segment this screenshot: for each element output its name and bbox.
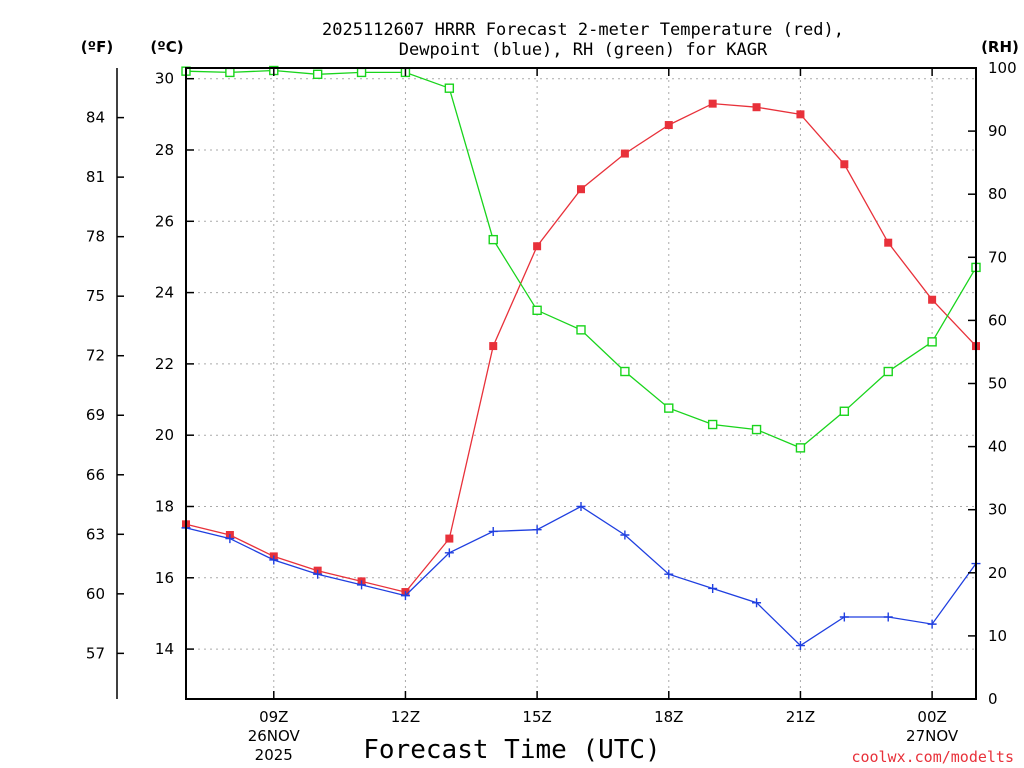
plot-frame xyxy=(185,67,977,700)
rh-tick-label: 80 xyxy=(988,185,1007,203)
celsius-tick-label: 22 xyxy=(155,355,174,373)
celsius-tick-label: 24 xyxy=(155,284,174,302)
celsius-tick-label: 20 xyxy=(155,426,174,444)
x-tick-label: 18Z xyxy=(654,708,683,726)
rh-tick-label: 40 xyxy=(988,438,1007,456)
rh-tick-label: 90 xyxy=(988,122,1007,140)
rh-tick-label: 20 xyxy=(988,564,1007,582)
temperature-point xyxy=(445,534,454,543)
rh-point xyxy=(927,337,937,347)
dewpoint-point xyxy=(620,530,630,540)
temperature-point xyxy=(708,99,717,108)
temperature-point xyxy=(752,103,761,112)
temperature-point xyxy=(620,149,629,158)
rh-point xyxy=(795,443,806,453)
grid-lines xyxy=(186,68,976,699)
x-tick-label: 12Z xyxy=(391,708,420,726)
celsius-tick-label: 18 xyxy=(155,497,174,515)
temperature-point xyxy=(928,295,937,304)
dewpoint-point xyxy=(576,501,586,511)
rh-point xyxy=(620,366,630,377)
rh-point xyxy=(664,403,674,413)
credit-text: coolwx.com/modelts xyxy=(851,748,1014,766)
dewpoint-point xyxy=(664,569,674,579)
chart-title-line1: 2025112607 HRRR Forecast 2-meter Tempera… xyxy=(322,20,844,40)
x-tick-label: 21Z xyxy=(786,708,815,726)
fahrenheit-tick-label: 81 xyxy=(86,168,105,186)
rh-point xyxy=(576,325,586,335)
dewpoint-point xyxy=(532,525,542,535)
temperature-point xyxy=(577,185,585,194)
series-lines xyxy=(181,65,981,651)
rh-tick-label: 60 xyxy=(988,311,1007,329)
rh-line xyxy=(185,69,977,449)
temperature-point xyxy=(840,160,849,169)
dewpoint-point xyxy=(883,612,893,622)
celsius-tick-label: 28 xyxy=(155,141,174,159)
rh-point xyxy=(444,83,455,93)
dewpoint-point xyxy=(927,619,937,629)
dewpoint-point xyxy=(444,548,454,558)
x-tick-label: 15Z xyxy=(522,708,551,726)
celsius-tick-label: 26 xyxy=(155,212,174,230)
fahrenheit-tick-label: 75 xyxy=(86,287,105,305)
fahrenheit-tick-label: 69 xyxy=(86,406,105,424)
fahrenheit-tick-label: 72 xyxy=(86,347,105,365)
rh-point xyxy=(488,234,498,245)
x-tick-label: 00Z xyxy=(917,708,946,726)
rh-tick-label: 0 xyxy=(988,690,998,708)
chart-title-line2: Dewpoint (blue), RH (green) for KAGR xyxy=(399,40,768,60)
rh-unit-label: (RH) xyxy=(981,38,1019,56)
temperature-line xyxy=(185,102,977,593)
fahrenheit-tick-label: 63 xyxy=(86,525,105,543)
rh-point xyxy=(225,67,235,78)
rh-tick-label: 50 xyxy=(988,375,1007,393)
rh-point xyxy=(839,406,850,416)
temperature-point xyxy=(489,342,498,351)
dewpoint-point xyxy=(488,526,498,536)
dewpoint-point xyxy=(225,534,235,544)
dewpoint-point xyxy=(400,591,410,601)
dewpoint-point xyxy=(313,569,323,579)
x-tick-date-label: 26NOV xyxy=(248,727,301,745)
dewpoint-point xyxy=(795,641,805,651)
celsius-unit-label: (ºC) xyxy=(150,38,183,56)
celsius-tick-label: 14 xyxy=(155,640,174,658)
temperature-point xyxy=(664,121,673,130)
rh-point xyxy=(751,424,762,435)
rh-tick-label: 30 xyxy=(988,501,1007,519)
fahrenheit-tick-label: 66 xyxy=(86,466,105,484)
fahrenheit-tick-label: 84 xyxy=(86,109,105,127)
rh-point xyxy=(532,305,542,316)
dewpoint-point xyxy=(357,580,367,590)
fahrenheit-unit-label: (ºF) xyxy=(81,38,113,56)
x-tick-year-label: 2025 xyxy=(255,746,293,764)
temperature-point xyxy=(533,242,542,251)
rh-point xyxy=(312,69,323,80)
rh-point xyxy=(883,366,893,377)
x-axis-label: Forecast Time (UTC) xyxy=(363,735,660,765)
celsius-tick-label: 16 xyxy=(155,569,174,587)
rh-tick-label: 100 xyxy=(988,59,1017,77)
x-tick-date-label: 27NOV xyxy=(906,727,959,745)
temperature-point xyxy=(796,110,805,119)
rh-tick-label: 10 xyxy=(988,627,1007,645)
rh-point xyxy=(356,67,367,78)
dewpoint-point xyxy=(839,612,849,622)
rh-point xyxy=(707,419,718,430)
fahrenheit-tick-label: 57 xyxy=(86,644,105,662)
dewpoint-line xyxy=(185,505,977,647)
x-tick-label: 09Z xyxy=(259,708,288,726)
fahrenheit-tick-label: 78 xyxy=(86,228,105,246)
rh-tick-label: 70 xyxy=(988,248,1007,266)
dewpoint-point xyxy=(752,598,762,608)
dewpoint-point xyxy=(269,555,279,565)
fahrenheit-tick-label: 60 xyxy=(86,585,105,603)
celsius-tick-label: 30 xyxy=(155,70,174,88)
temperature-point xyxy=(884,238,893,247)
dewpoint-point xyxy=(708,583,718,593)
